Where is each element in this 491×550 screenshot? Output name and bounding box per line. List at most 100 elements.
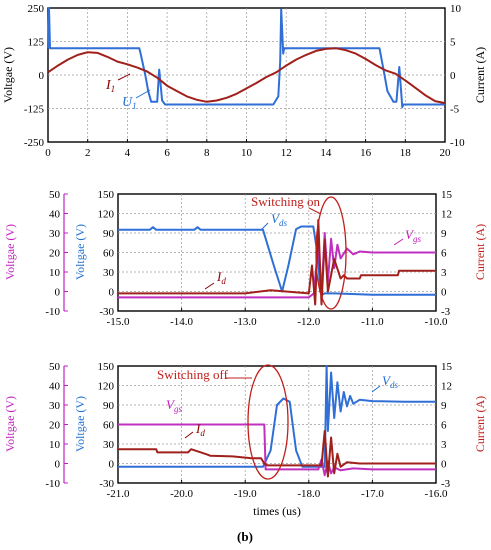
x-tick-label: -20.0: [170, 488, 193, 500]
x-tick-label: 4: [125, 147, 131, 159]
right-tick-label: 3: [441, 267, 447, 279]
right-tick-label: 12: [441, 209, 452, 221]
right-tick-label: 3: [441, 439, 447, 451]
right-tick-label: 15: [441, 189, 453, 201]
x-tick-label: -15.0: [107, 316, 130, 328]
bot-vds-arrow: [371, 385, 381, 393]
outer-tick-label: 10: [49, 439, 61, 451]
annotation-bot-id: Id: [195, 421, 205, 438]
left-tick-label: 90: [103, 228, 115, 240]
top-left-axis-label: Voltgae (V): [1, 47, 15, 103]
x-tick-label: 20: [440, 147, 452, 159]
middle-right-ticks: 15 12 9 6 3 0 -3: [441, 189, 453, 318]
annotation-mid-vgs: Vgs: [405, 227, 421, 244]
x-tick-label: 16: [360, 147, 372, 159]
right-tick-label: -3: [441, 306, 451, 318]
left-tick-label: -30: [99, 306, 114, 318]
switching-on-ellipse: [315, 196, 347, 310]
right-tick-label: 5: [450, 37, 456, 49]
left-tick-label: 120: [98, 381, 115, 393]
right-tick-label: -10: [450, 137, 465, 149]
left-tick-label: -250: [24, 137, 45, 149]
outer-tick-label: 10: [49, 267, 61, 279]
top-right-axis-label: Current (A): [473, 47, 487, 103]
outer-tick-label: 30: [49, 400, 61, 412]
x-tick-label: -14.0: [170, 316, 193, 328]
bottom-left-axis-label: Voltgae (V): [73, 396, 87, 452]
series-line-vds: [118, 365, 436, 468]
switching-off-ellipse: [247, 364, 289, 480]
right-tick-label: 9: [441, 228, 447, 240]
left-tick-label: -30: [99, 478, 114, 490]
series-line-vds: [118, 225, 436, 296]
bottom-outer-ticks: 50 40 30 20 10 0 -10: [45, 361, 68, 490]
annotation-mid-vds: Vds: [271, 211, 287, 228]
bottom-x-axis-label: times (us): [253, 504, 301, 518]
left-tick-label: 0: [109, 459, 115, 471]
right-tick-label: -5: [450, 104, 460, 116]
annotation-i1-arrow: [117, 73, 131, 81]
left-tick-label: -125: [24, 104, 45, 116]
bottom-x-ticks: -21.0 -20.0 -19.0 -18.0 -17.0 -16.0: [107, 480, 448, 500]
bottom-right-axis-label: Current (A): [473, 396, 487, 452]
series-line-u1: [47, 7, 445, 109]
x-tick-label: 6: [164, 147, 170, 159]
series-line-id: [118, 219, 436, 306]
outer-tick-label: 20: [49, 420, 61, 432]
series-line-id: [118, 430, 436, 478]
top-left-ticks: 250 125 0 -125 -250: [24, 3, 45, 149]
outer-tick-label: 50: [49, 189, 61, 201]
outer-tick-label: -10: [45, 478, 60, 490]
x-tick-label: -17.0: [361, 488, 384, 500]
mid-vgs-arrow: [393, 238, 404, 246]
bottom-left-ticks: 150 120 90 60 30 0 -30: [98, 361, 115, 490]
annotation-switching-on: Switching on: [251, 194, 320, 209]
left-tick-label: 90: [103, 400, 115, 412]
annotation-mid-id: Id: [216, 269, 226, 286]
x-tick-label: 8: [204, 147, 210, 159]
chart-top: 250 125 0 -125 -250 10 5 0 -5 -10 0 2 4 6 8 10 12 14 16 1…: [1, 3, 487, 159]
outer-tick-label: 30: [49, 228, 61, 240]
middle-outer-axis-label: Voltgae (V): [3, 224, 17, 280]
left-tick-label: 120: [98, 209, 115, 221]
annotation-u1: U1: [122, 95, 137, 111]
left-tick-label: 0: [109, 287, 115, 299]
middle-right-axis-label: Current (A): [473, 224, 487, 280]
middle-left-ticks: 150 120 90 60 30 0 -30: [98, 189, 115, 318]
outer-tick-label: -10: [45, 306, 60, 318]
right-tick-label: 0: [441, 459, 447, 471]
top-plot-frame: [47, 7, 446, 143]
top-series: [47, 7, 446, 109]
annotation-bot-vgs: Vgs: [166, 397, 182, 414]
x-tick-label: -19.0: [234, 488, 257, 500]
bottom-outer-axis-label: Voltgae (V): [3, 396, 17, 452]
left-tick-label: 60: [103, 248, 115, 260]
x-tick-label: 0: [45, 147, 51, 159]
x-tick-label: -21.0: [107, 488, 130, 500]
outer-tick-label: 0: [55, 459, 61, 471]
x-tick-label: 18: [400, 147, 412, 159]
top-right-ticks: 10 5 0 -5 -10: [450, 3, 465, 149]
mid-vds-arrow: [261, 222, 269, 230]
outer-tick-label: 0: [55, 287, 61, 299]
x-tick-label: -11.0: [361, 316, 384, 328]
outer-tick-label: 20: [49, 248, 61, 260]
bot-id-arrow: [184, 431, 194, 439]
mid-id-arrow: [204, 282, 215, 290]
annotation-i1: I1: [105, 78, 115, 94]
right-tick-label: 9: [441, 400, 447, 412]
right-tick-label: -3: [441, 478, 451, 490]
middle-x-ticks: -15.0 -14.0 -13.0 -12.0 -11.0 -10.0: [107, 308, 448, 328]
right-tick-label: 0: [441, 287, 447, 299]
right-tick-label: 6: [441, 248, 447, 260]
annotation-bot-vds: Vds: [382, 373, 398, 390]
left-tick-label: 60: [103, 420, 115, 432]
middle-left-axis-label: Voltgae (V): [73, 224, 87, 280]
outer-tick-label: 40: [49, 209, 61, 221]
series-line-i1: [47, 47, 446, 105]
left-tick-label: 125: [28, 37, 45, 49]
right-tick-label: 6: [441, 420, 447, 432]
